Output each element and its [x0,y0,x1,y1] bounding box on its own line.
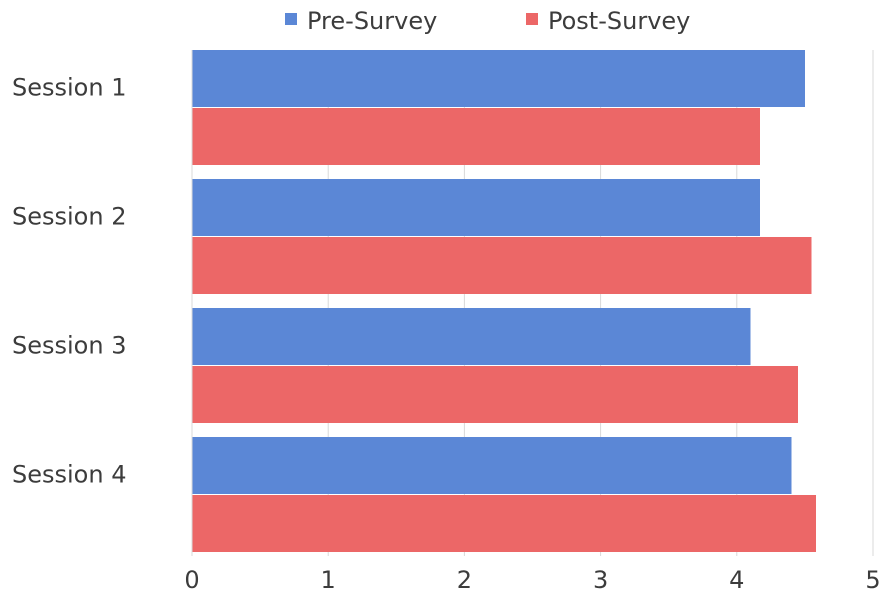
bar-pre-survey-session-4 [192,437,792,494]
legend-label-post-survey: Post-Survey [548,7,690,35]
legend: Pre-Survey Post-Survey [285,7,690,35]
legend-swatch-post-survey [526,13,538,25]
bar-pre-survey-session-1 [192,50,805,107]
bars [192,50,816,552]
x-tick-label-2: 2 [457,566,472,590]
bar-post-survey-session-1 [192,108,760,165]
category-label-session-3: Session 3 [12,332,126,360]
category-label-session-2: Session 2 [12,203,126,231]
x-tick-label-3: 3 [593,566,608,590]
bar-post-survey-session-4 [192,495,816,552]
legend-swatch-pre-survey [285,13,297,25]
x-axis-tick-labels: 0 1 2 3 4 5 [184,566,880,590]
x-tick-label-4: 4 [729,566,744,590]
x-tick-label-0: 0 [184,566,199,590]
x-tick-label-1: 1 [321,566,336,590]
bar-post-survey-session-2 [192,237,812,294]
legend-label-pre-survey: Pre-Survey [307,7,437,35]
x-tick-label-5: 5 [865,566,880,590]
bar-pre-survey-session-2 [192,179,760,236]
category-label-session-4: Session 4 [12,461,126,489]
bar-post-survey-session-3 [192,366,799,423]
bar-pre-survey-session-3 [192,308,751,365]
category-labels: Session 1 Session 2 Session 3 Session 4 [12,74,126,489]
category-label-session-1: Session 1 [12,74,126,102]
